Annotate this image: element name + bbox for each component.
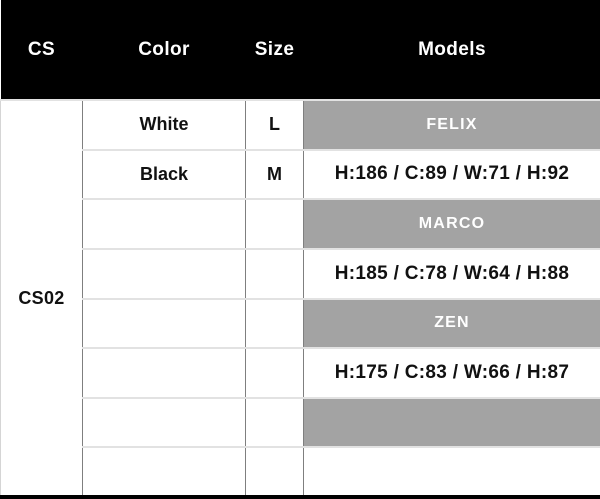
model-name-banner: FELIX xyxy=(303,99,600,150)
cell-size xyxy=(245,198,304,249)
model-measurements: H:186 / C:89 / W:71 / H:92 xyxy=(303,148,600,200)
cell-color xyxy=(82,446,246,497)
table-row: Black M H:186 / C:89 / W:71 / H:92 xyxy=(1,148,600,200)
model-name-banner: MARCO xyxy=(303,198,600,249)
cell-size: L xyxy=(245,99,304,150)
header-row: CS Color Size Models xyxy=(0,0,600,100)
cell-size xyxy=(245,297,304,349)
cell-size: M xyxy=(245,148,304,200)
table-row: CS02 White L FELIX xyxy=(0,99,600,497)
model-measurements: H:175 / C:83 / W:66 / H:87 xyxy=(303,347,600,398)
cs-code-cell: CS02 xyxy=(0,99,83,497)
model-name-banner: ZEN xyxy=(303,297,600,349)
model-measurements: H:185 / C:78 / W:64 / H:88 xyxy=(303,247,600,299)
cell-color xyxy=(82,297,246,349)
header-cell-color: Color xyxy=(82,0,246,100)
table-row: MARCO xyxy=(1,198,600,249)
cell-color: White xyxy=(82,99,246,150)
cell-color xyxy=(82,247,246,299)
header-cell-cs: CS xyxy=(0,0,83,100)
cell-size xyxy=(245,396,304,448)
table-row: H:185 / C:78 / W:64 / H:88 xyxy=(1,247,600,299)
table-header: CS Color Size Models xyxy=(0,0,600,100)
model-name-banner-empty xyxy=(303,396,600,448)
table-row: ZEN xyxy=(1,297,600,349)
cell-color xyxy=(82,347,246,398)
cell-models-empty xyxy=(303,446,600,497)
cell-size xyxy=(245,446,304,497)
header-cell-models: Models xyxy=(303,0,600,100)
header-cell-size: Size xyxy=(245,0,304,100)
cell-color xyxy=(82,198,246,249)
cell-size xyxy=(245,247,304,299)
cell-color xyxy=(82,396,246,448)
table-row xyxy=(1,396,600,448)
table-row: H:175 / C:83 / W:66 / H:87 xyxy=(1,347,600,398)
table-body: CS02 White L FELIX Black M H:186 / C:89 … xyxy=(0,99,600,497)
cell-size xyxy=(245,347,304,398)
table-row xyxy=(1,446,600,497)
cell-color: Black xyxy=(82,148,246,200)
